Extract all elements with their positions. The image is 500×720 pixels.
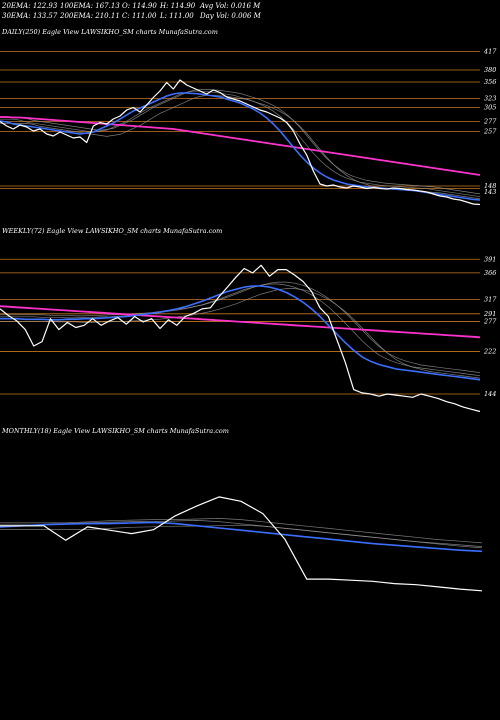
level-label: 317 xyxy=(484,296,497,304)
moving-average-line xyxy=(0,518,483,544)
price-line xyxy=(0,496,483,592)
header-ema20: 20EMA: 122.93 xyxy=(2,2,58,10)
ema-fast-line xyxy=(0,521,483,553)
level-label: 257 xyxy=(483,128,497,136)
level-label: 277 xyxy=(483,118,497,126)
header-ema30: 30EMA: 133.57 xyxy=(2,12,58,20)
header-high: H: 114.90 xyxy=(160,2,196,10)
moving-average-line xyxy=(0,90,481,198)
moving-average-line xyxy=(0,95,481,200)
price-line xyxy=(0,79,481,206)
level-label: 291 xyxy=(483,310,496,318)
level-label: 305 xyxy=(484,104,496,112)
header-ema200: 200EMA: 210.11 xyxy=(60,12,120,20)
header-day-vol: Day Vol: 0.006 M xyxy=(200,12,261,20)
level-label: 148 xyxy=(484,182,496,190)
header-close: C: 111.00 xyxy=(122,12,157,20)
level-label: 143 xyxy=(484,188,496,196)
level-label: 356 xyxy=(484,78,496,86)
ema-long-line xyxy=(0,305,481,339)
ema-fast-line xyxy=(0,285,481,381)
moving-average-line xyxy=(0,89,481,195)
header-avg-vol: Avg Vol: 0.016 M xyxy=(200,2,261,10)
moving-average-line xyxy=(0,524,483,549)
header-open: O: 114.90 xyxy=(122,2,157,10)
price-line xyxy=(0,264,481,413)
level-label: 277 xyxy=(483,317,497,325)
monthly-chart xyxy=(0,496,483,592)
ema-fast-line xyxy=(0,92,481,201)
level-label: 391 xyxy=(484,255,496,263)
level-label: 323 xyxy=(484,95,496,103)
weekly-chart-title: WEEKLY(72) Eagle View LAWSIKHO_SM charts… xyxy=(2,227,223,235)
moving-average-line xyxy=(0,283,481,377)
level-label: 222 xyxy=(483,347,496,355)
header-low: L: 111.00 xyxy=(160,12,194,20)
moving-average-line xyxy=(0,281,481,373)
monthly-chart-title: MONTHLY(18) Eagle View LAWSIKHO_SM chart… xyxy=(2,427,229,435)
header-ema100: 100EMA: 167.13 xyxy=(60,2,120,10)
level-label: 366 xyxy=(484,269,496,277)
ema-long-line xyxy=(0,116,481,176)
level-label: 417 xyxy=(483,48,497,56)
level-label: 380 xyxy=(484,66,496,74)
moving-average-line xyxy=(0,288,481,379)
level-label: 144 xyxy=(484,390,496,398)
daily-chart-title: DAILY(250) Eagle View LAWSIKHO_SM charts… xyxy=(2,28,218,36)
